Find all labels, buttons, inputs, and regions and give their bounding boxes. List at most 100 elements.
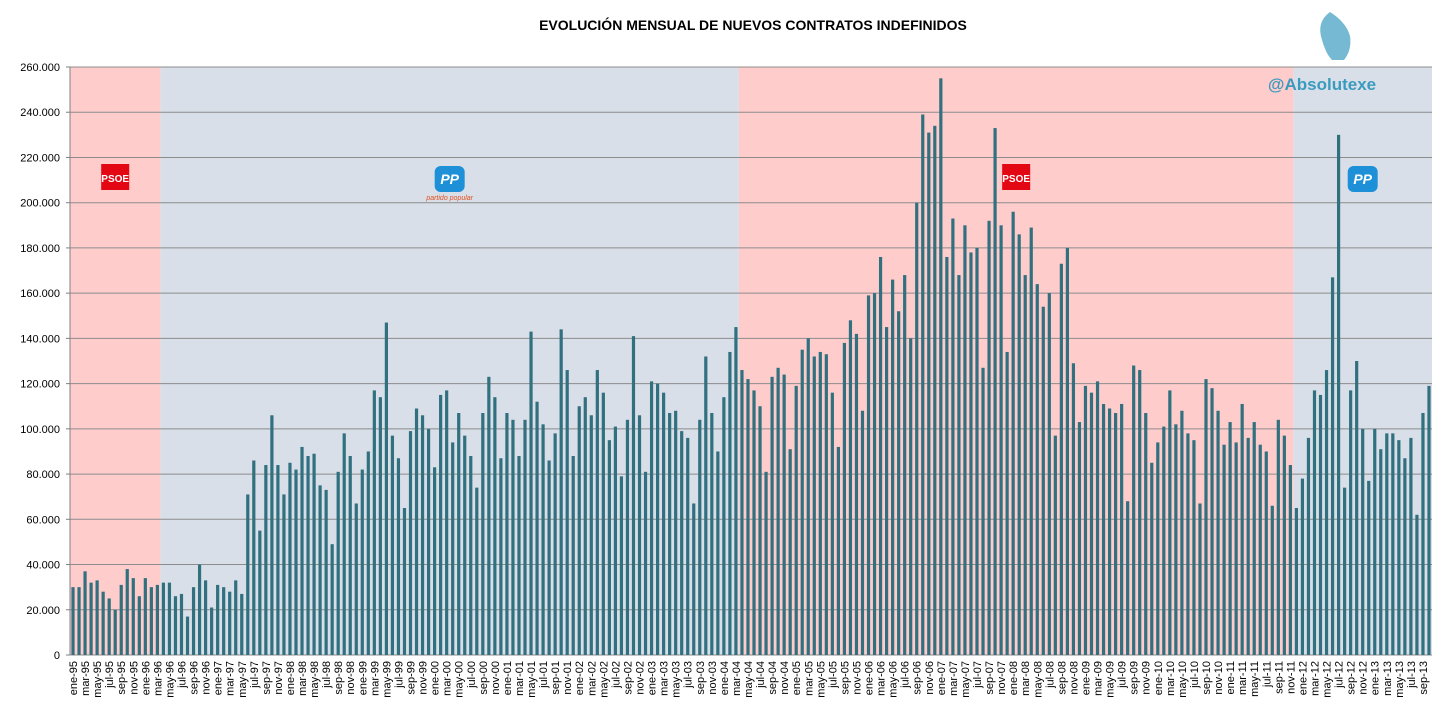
- bar: [1258, 444, 1262, 655]
- bar: [216, 584, 220, 655]
- bar: [1391, 433, 1395, 655]
- bar: [740, 370, 744, 655]
- x-tick-label: jul-06: [900, 661, 912, 689]
- y-tick-label: 260.000: [20, 62, 60, 74]
- x-tick-label: jul-99: [393, 661, 405, 689]
- bar: [1204, 379, 1208, 655]
- bar: [222, 587, 226, 655]
- bar: [1011, 211, 1015, 655]
- bar: [101, 591, 105, 655]
- x-tick-label: jul-02: [610, 661, 622, 689]
- bar: [583, 397, 587, 655]
- x-tick-label: jul-10: [1189, 661, 1201, 689]
- x-tick-label: jul-08: [1044, 661, 1056, 689]
- bar: [631, 336, 636, 655]
- bar: [752, 390, 756, 655]
- bar: [445, 390, 449, 655]
- x-tick-label: nov-02: [635, 661, 647, 695]
- bar: [842, 342, 847, 655]
- x-tick-label: nov-04: [779, 661, 791, 695]
- x-tick-label: nov-00: [490, 661, 502, 695]
- x-tick-label: may-05: [815, 661, 827, 698]
- bar: [143, 578, 147, 655]
- x-tick-label: ene-01: [502, 661, 514, 695]
- x-tick-label: nov-03: [707, 661, 719, 695]
- x-tick-label: mar-09: [1093, 661, 1105, 696]
- bar: [541, 424, 545, 655]
- bar: [336, 471, 340, 655]
- government-band: [738, 67, 1294, 655]
- x-tick-label: sep-96: [189, 661, 201, 695]
- bar: [872, 293, 877, 655]
- bar: [1234, 442, 1238, 655]
- y-tick-label: 20.000: [26, 605, 60, 617]
- x-tick-label: mar-96: [152, 661, 164, 696]
- x-tick-label: sep-12: [1346, 661, 1358, 695]
- bar: [1059, 263, 1063, 655]
- bar: [1306, 437, 1311, 655]
- bar: [776, 367, 780, 655]
- x-tick-label: nov-10: [1213, 661, 1225, 695]
- bar: [342, 433, 346, 655]
- bar: [1077, 422, 1082, 655]
- bar: [89, 582, 93, 655]
- y-tick-label: 240.000: [20, 107, 60, 119]
- x-tick-label: jul-97: [249, 661, 261, 689]
- bar: [800, 349, 804, 655]
- logo-box: [101, 164, 130, 190]
- bar: [1300, 478, 1305, 655]
- bar: [1367, 480, 1371, 655]
- x-tick-label: nov-95: [128, 661, 140, 695]
- bar: [1397, 440, 1401, 655]
- bar: [1270, 505, 1274, 655]
- bar: [794, 385, 798, 655]
- bar: [264, 465, 268, 655]
- logo-text: PP: [440, 171, 459, 187]
- bar: [396, 458, 401, 655]
- x-tick-label: ene-02: [574, 661, 586, 695]
- bar: [728, 351, 732, 655]
- x-tick-label: jul-07: [972, 661, 984, 689]
- bar: [1385, 433, 1389, 655]
- bar: [601, 392, 605, 655]
- bar: [1156, 442, 1160, 655]
- bar: [1180, 410, 1184, 655]
- bar: [234, 580, 238, 655]
- bar: [1089, 392, 1094, 655]
- bar: [426, 428, 431, 655]
- x-tick-label: ene-12: [1297, 661, 1309, 695]
- x-tick-label: may-11: [1249, 661, 1261, 697]
- x-tick-label: jul-98: [321, 661, 333, 689]
- bar: [1415, 514, 1419, 655]
- bar: [173, 596, 178, 655]
- y-tick-label: 0: [54, 650, 60, 662]
- logo-mark: [1320, 12, 1351, 60]
- bar: [1343, 487, 1347, 655]
- bar: [933, 125, 937, 656]
- bar: [1336, 134, 1341, 655]
- bar: [1318, 394, 1323, 655]
- x-tick-label: ene-10: [1153, 661, 1165, 695]
- bar: [300, 446, 304, 655]
- x-tick-label: ene-08: [1008, 661, 1020, 695]
- bar: [1132, 365, 1136, 655]
- bar: [674, 410, 678, 655]
- bar: [1264, 451, 1268, 655]
- bar: [161, 582, 166, 655]
- bar: [210, 607, 214, 655]
- bar: [963, 225, 967, 656]
- bar: [595, 370, 599, 655]
- x-tick-label: may-07: [960, 661, 972, 698]
- y-tick-label: 140.000: [20, 333, 60, 345]
- bar: [1427, 385, 1431, 655]
- bar: [764, 471, 768, 655]
- bar: [565, 370, 569, 655]
- bar: [662, 392, 666, 655]
- bar: [559, 329, 563, 655]
- bar: [137, 596, 141, 655]
- bar: [692, 503, 696, 655]
- x-tick-label: ene-04: [719, 661, 731, 695]
- bar: [1355, 361, 1359, 655]
- bar: [607, 440, 611, 655]
- x-tick-label: may-98: [309, 661, 321, 698]
